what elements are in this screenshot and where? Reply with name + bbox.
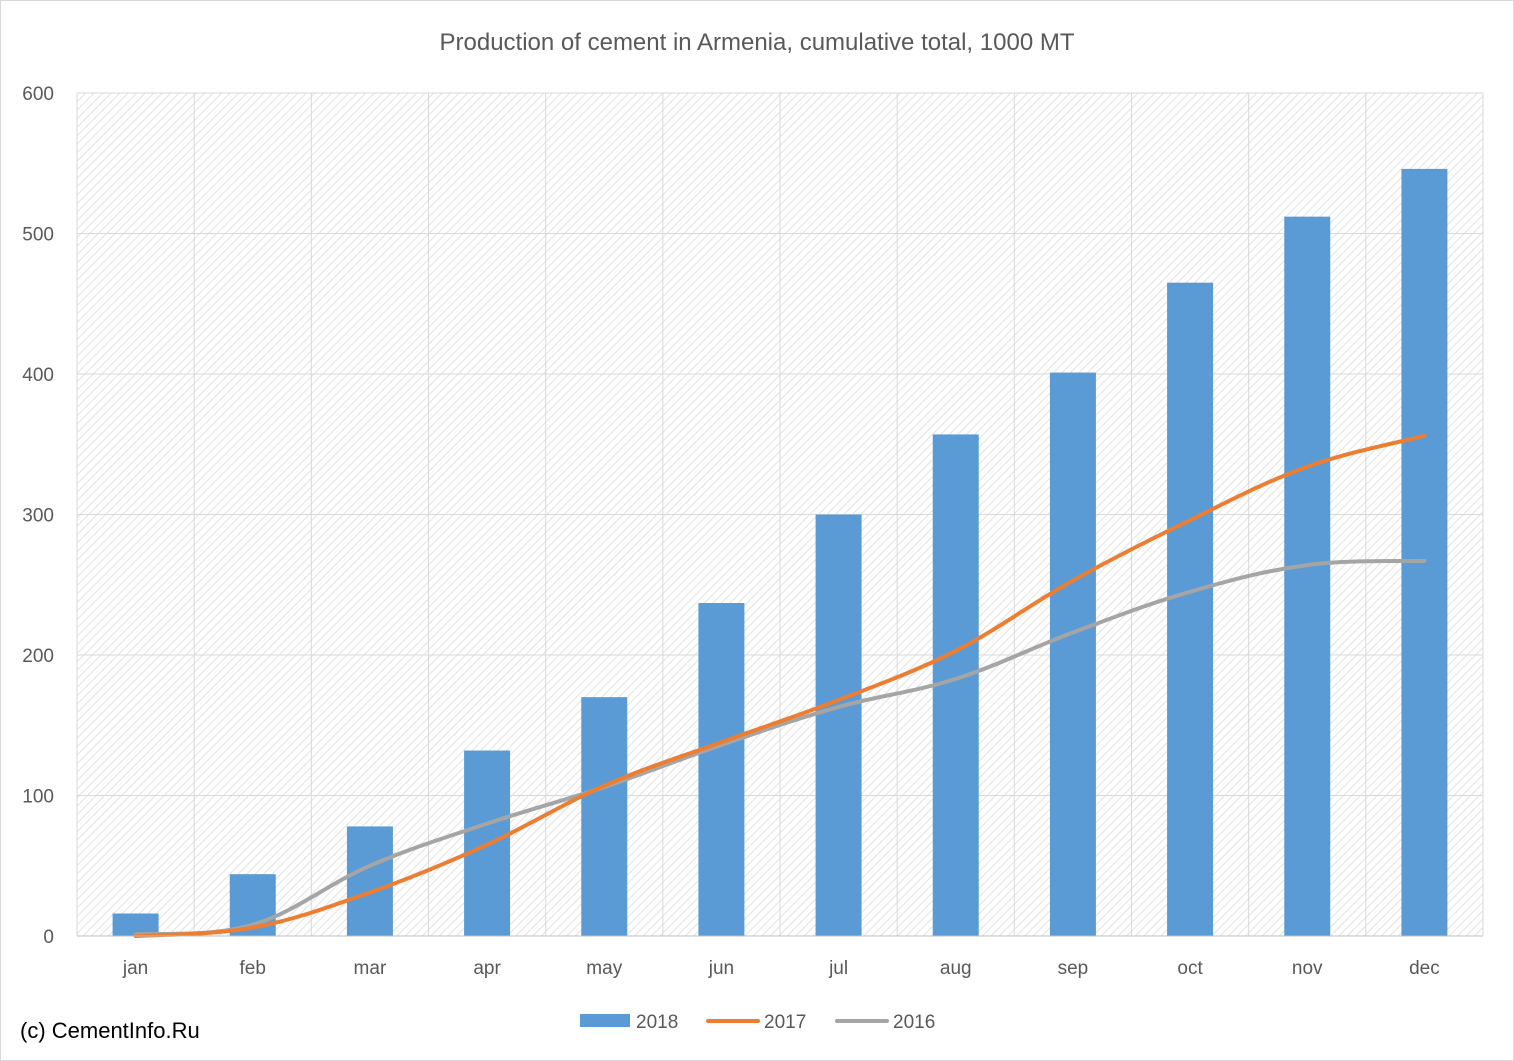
line-2016 [133, 558, 1427, 937]
bar-2018-mar [346, 826, 393, 936]
y-tick-label: 600 [22, 84, 54, 105]
y-tick-label: 0 [43, 927, 54, 948]
legend-label-2016: 2016 [893, 1012, 935, 1033]
legend-label-2017: 2017 [764, 1012, 806, 1033]
x-tick-label-nov: nov [1292, 958, 1323, 979]
legend-label-2018: 2018 [636, 1012, 678, 1033]
y-tick-label: 500 [22, 225, 54, 246]
grid [76, 92, 1484, 937]
line-2017 [133, 433, 1427, 938]
x-tick-label-dec: dec [1409, 958, 1440, 979]
y-tick-label: 400 [22, 365, 54, 386]
legend: 2018 2017 2016 [580, 1012, 935, 1033]
lines [133, 433, 1427, 938]
x-tick-label-feb: feb [240, 958, 266, 979]
bars-2018 [112, 168, 1448, 937]
bar-2018-jul [815, 514, 862, 936]
bar-2018-nov [1284, 216, 1331, 936]
bar-2018-may [581, 697, 628, 936]
y-axis: 0 100 200 300 400 500 600 [22, 84, 54, 948]
copyright-text: (c) CementInfo.Ru [20, 1018, 200, 1043]
x-tick-label-aug: aug [940, 958, 972, 979]
y-tick-label: 200 [22, 646, 54, 667]
x-tick-label-jun: jun [708, 958, 734, 979]
bar-2018-dec [1401, 168, 1448, 936]
x-tick-label-oct: oct [1177, 958, 1203, 979]
chart-title: Production of cement in Armenia, cumulat… [440, 29, 1075, 56]
x-tick-label-apr: apr [473, 958, 501, 979]
bar-2018-jan [112, 913, 159, 936]
x-axis: jan feb mar apr may jun jul aug sep oct nov dec [77, 935, 1483, 979]
x-tick-label-sep: sep [1058, 958, 1089, 979]
x-tick-label-may: may [586, 958, 622, 979]
bar-2018-oct [1167, 282, 1214, 936]
legend-swatch-2018 [580, 1014, 630, 1027]
bar-2018-sep [1049, 372, 1096, 937]
x-tick-label-mar: mar [354, 958, 387, 979]
x-tick-label-jul: jul [828, 958, 848, 979]
bar-2018-jun [698, 603, 745, 936]
y-tick-label: 100 [22, 787, 54, 808]
x-tick-label-jan: jan [122, 958, 148, 979]
y-tick-label: 300 [22, 506, 54, 527]
